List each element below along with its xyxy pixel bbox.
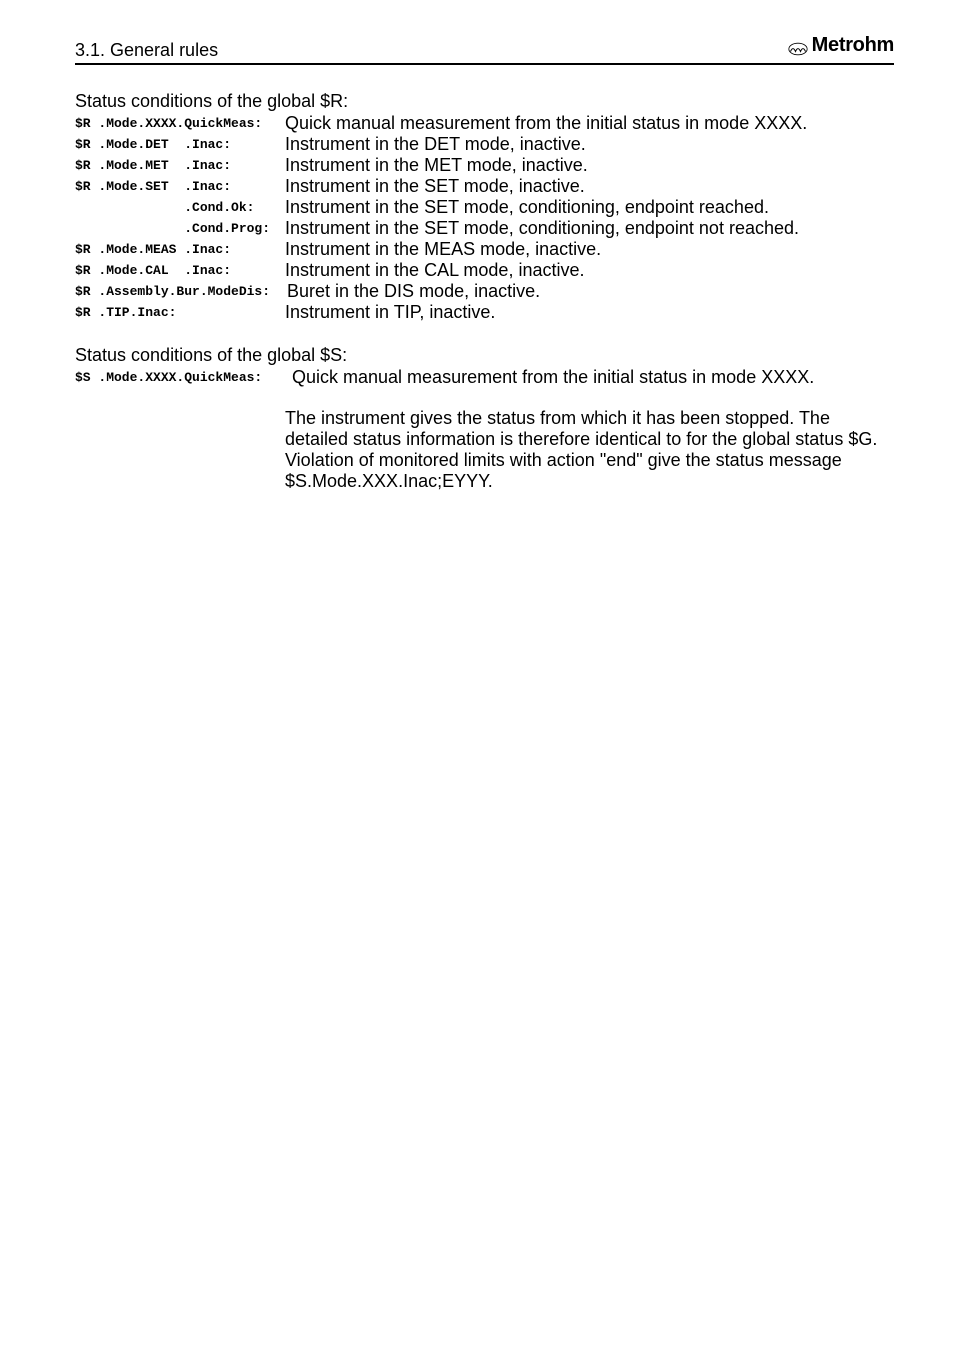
status-code: $R .Assembly.Bur.ModeDis: bbox=[75, 281, 287, 302]
status-line: .Cond.Ok:Instrument in the SET mode, con… bbox=[75, 197, 894, 218]
status-desc: Buret in the DIS mode, inactive. bbox=[287, 281, 540, 302]
status-code: .Cond.Prog: bbox=[75, 218, 285, 239]
status-line: $R .Mode.MEAS .Inac:Instrument in the ME… bbox=[75, 239, 894, 260]
status-line: $R .Mode.XXXX.QuickMeas:Quick manual mea… bbox=[75, 113, 894, 134]
brand-text: Metrohm bbox=[812, 34, 894, 57]
status-code: $R .Mode.MEAS .Inac: bbox=[75, 239, 285, 260]
status-desc: Instrument in the DET mode, inactive. bbox=[285, 134, 586, 155]
status-line: $R .Mode.MET .Inac:Instrument in the MET… bbox=[75, 155, 894, 176]
para-1: The instrument gives the status from whi… bbox=[285, 408, 894, 450]
status-desc: Instrument in the SET mode, conditioning… bbox=[285, 197, 769, 218]
metrohm-icon bbox=[788, 39, 808, 53]
status-code: $R .TIP.Inac: bbox=[75, 302, 285, 323]
status-code: $R .Mode.MET .Inac: bbox=[75, 155, 285, 176]
status-desc: Quick manual measurement from the initia… bbox=[285, 113, 807, 134]
status-code: $R .Mode.XXXX.QuickMeas: bbox=[75, 113, 285, 134]
page-header: 3.1. General rules Metrohm bbox=[75, 34, 894, 65]
status-desc: Instrument in the CAL mode, inactive. bbox=[285, 260, 584, 281]
status-line: $S .Mode.XXXX.QuickMeas:Quick manual mea… bbox=[75, 367, 894, 388]
status-line: $R .Mode.SET .Inac:Instrument in the SET… bbox=[75, 176, 894, 197]
para-2: Violation of monitored limits with actio… bbox=[285, 450, 894, 492]
status-desc: Quick manual measurement from the initia… bbox=[292, 367, 814, 388]
block-r-lines: $R .Mode.XXXX.QuickMeas:Quick manual mea… bbox=[75, 113, 894, 323]
status-desc: Instrument in TIP, inactive. bbox=[285, 302, 495, 323]
status-desc: Instrument in the SET mode, inactive. bbox=[285, 176, 585, 197]
block-s-title: Status conditions of the global $S: bbox=[75, 345, 894, 366]
status-line: $R .Assembly.Bur.ModeDis: Buret in the D… bbox=[75, 281, 894, 302]
status-desc: Instrument in the MET mode, inactive. bbox=[285, 155, 588, 176]
status-desc: Instrument in the SET mode, conditioning… bbox=[285, 218, 799, 239]
status-desc: Instrument in the MEAS mode, inactive. bbox=[285, 239, 601, 260]
status-line: $R .Mode.DET .Inac:Instrument in the DET… bbox=[75, 134, 894, 155]
status-code: $S .Mode.XXXX.QuickMeas: bbox=[75, 367, 292, 388]
brand-logo: Metrohm bbox=[788, 34, 894, 57]
block-s-lines: $S .Mode.XXXX.QuickMeas:Quick manual mea… bbox=[75, 367, 894, 388]
status-line: $R .TIP.Inac:Instrument in TIP, inactive… bbox=[75, 302, 894, 323]
status-code: $R .Mode.SET .Inac: bbox=[75, 176, 285, 197]
section-title: 3.1. General rules bbox=[75, 40, 218, 61]
block-r-title: Status conditions of the global $R: bbox=[75, 91, 894, 112]
status-line: .Cond.Prog:Instrument in the SET mode, c… bbox=[75, 218, 894, 239]
status-code: $R .Mode.CAL .Inac: bbox=[75, 260, 285, 281]
status-line: $R .Mode.CAL .Inac:Instrument in the CAL… bbox=[75, 260, 894, 281]
block-s-paragraph: The instrument gives the status from whi… bbox=[75, 408, 894, 492]
status-code: $R .Mode.DET .Inac: bbox=[75, 134, 285, 155]
status-code: .Cond.Ok: bbox=[75, 197, 285, 218]
